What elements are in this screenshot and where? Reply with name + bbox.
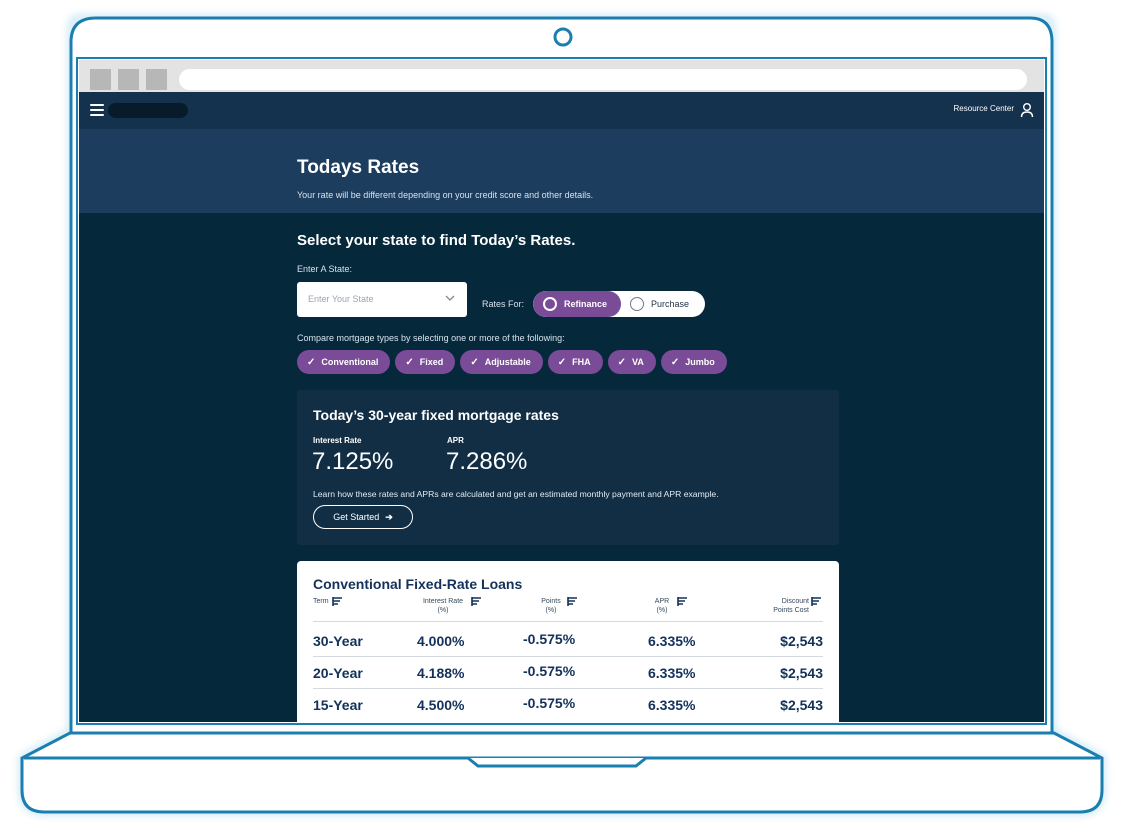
table-cell: -0.575% [523,695,576,711]
table-cell: 4.000% [417,633,465,649]
apr-label: APR [447,436,464,445]
column-header-apr[interactable]: APR (%) [647,597,677,615]
sort-icon[interactable] [677,597,689,606]
web-page: Resource Center Todays Rates Your rate w… [79,92,1044,722]
featured-rates-card: Today’s 30-year fixed mortgage rates Int… [297,390,839,545]
header-text: Discount [781,598,809,605]
header-text: (%) [656,607,668,614]
state-label: Enter A State: [297,264,353,274]
page-subtitle: Your rate will be different depending on… [297,190,594,200]
header-text: (%) [437,607,449,614]
table-cell: -0.575% [523,631,576,647]
sort-icon[interactable] [567,597,579,606]
table-cell: 6.335% [648,665,696,681]
column-header-discount[interactable]: Discount Points Cost [763,597,809,615]
get-started-label: Get Started [333,512,380,522]
check-icon: ✓ [405,356,414,368]
interest-rate-value: 7.125% [312,448,394,475]
camera-icon [553,27,573,47]
resource-center-link[interactable]: Resource Center [953,104,1014,113]
refinance-option[interactable]: Refinance [533,291,621,317]
table-cell: 4.188% [417,665,465,681]
column-header-term[interactable]: Term [313,597,344,606]
header-text: Interest Rate [422,598,464,605]
compare-label: Compare mortgage types by selecting one … [297,333,565,343]
chip-label: Conventional [321,357,379,367]
address-bar[interactable] [179,69,1027,90]
top-nav: Resource Center [79,92,1044,129]
table-cell: 15-Year [313,697,363,713]
chip-fha[interactable]: ✓ FHA [547,350,603,374]
header-text: Term [313,598,329,605]
page-title: Todays Rates [297,157,420,178]
column-header-interest-rate[interactable]: Interest Rate (%) [413,597,473,615]
divider [313,656,823,657]
state-select[interactable]: Enter Your State [297,282,467,317]
arrow-right-icon: ➔ [385,511,393,522]
sort-icon[interactable] [471,597,483,606]
header-text: (%) [545,607,557,614]
header-text: Points [541,598,561,605]
refinance-label: Refinance [564,299,608,309]
check-icon: ✓ [470,356,479,368]
header-text: Points Cost [773,607,809,614]
browser-button[interactable] [146,69,167,90]
table-cell: $2,543 [780,633,823,649]
menu-icon[interactable] [90,104,104,116]
chip-label: Fixed [419,357,444,367]
check-icon: ✓ [670,356,680,368]
logo[interactable] [108,103,188,118]
table-title: Conventional Fixed-Rate Loans [313,576,523,592]
chip-jumbo[interactable]: ✓ Jumbo [660,350,727,374]
chip-fixed[interactable]: ✓ Fixed [395,350,456,374]
chip-label: FHA [572,357,591,367]
header-text: APR [654,598,670,605]
purchase-label: Purchase [651,299,690,309]
divider [313,621,823,622]
rates-table-card: Conventional Fixed-Rate Loans Term Inter… [297,561,839,722]
browser-toolbar [79,60,1044,92]
table-cell: 20-Year [313,665,363,681]
interest-rate-label: Interest Rate [313,436,362,445]
table-cell: 4.500% [417,697,465,713]
chip-adjustable[interactable]: ✓ Adjustable [460,350,543,374]
hero-banner: Todays Rates Your rate will be different… [79,129,1044,213]
chip-conventional[interactable]: ✓ Conventional [297,350,391,374]
check-icon: ✓ [617,356,626,368]
apr-value: 7.286% [446,448,528,475]
rates-for-toggle: Purchase Refinance [533,291,705,317]
table-cell: 6.335% [648,633,696,649]
radio-icon [543,297,557,311]
user-icon[interactable] [1020,102,1034,118]
table-cell: 30-Year [313,633,363,649]
table-cell: 6.335% [648,697,696,713]
chip-va[interactable]: ✓ VA [607,350,656,374]
check-icon: ✓ [557,356,567,368]
learn-text: Learn how these rates and APRs are calcu… [313,489,719,499]
divider [313,688,823,689]
check-icon: ✓ [307,356,316,368]
chip-label: Adjustable [484,357,531,367]
radio-icon [630,297,644,311]
sort-icon [331,597,342,606]
chevron-down-icon [445,295,455,301]
table-cell: $2,543 [780,665,823,681]
mortgage-type-chips: ✓ Conventional ✓ Fixed ✓ Adjustable ✓ FHA ✓ V… [297,350,732,374]
column-header-points[interactable]: Points (%) [533,597,569,615]
browser-button[interactable] [90,69,111,90]
chip-label: VA [632,357,644,367]
table-cell: $2,543 [780,697,823,713]
section-title: Select your state to find Today’s Rates. [297,232,576,249]
chip-label: Jumbo [685,357,715,367]
get-started-button[interactable]: Get Started ➔ [313,505,413,529]
rates-for-label: Rates For: [482,299,525,309]
table-cell: -0.575% [523,663,576,679]
state-placeholder: Enter Your State [308,294,374,304]
browser-button[interactable] [118,69,139,90]
featured-title: Today’s 30-year fixed mortgage rates [313,407,559,423]
sort-icon[interactable] [811,597,823,606]
